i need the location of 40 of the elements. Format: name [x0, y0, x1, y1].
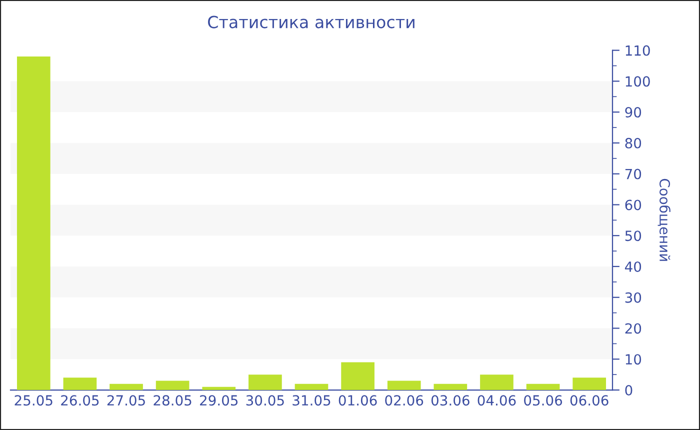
y-tick-label: 80 — [625, 138, 642, 148]
bar — [387, 380, 421, 390]
bar — [572, 378, 606, 390]
y-tick-label: 40 — [624, 261, 642, 272]
x-tick-label: 05.06 — [524, 395, 562, 406]
bar — [110, 384, 143, 390]
x-tick-label: 29.05 — [200, 395, 238, 406]
y-axis-title: Сообщений — [658, 178, 670, 261]
x-tick-label: 31.05 — [292, 395, 330, 406]
y-tick-label: 100 — [626, 76, 650, 87]
x-tick-label: 27.05 — [107, 395, 145, 406]
bar — [526, 384, 560, 390]
bar — [294, 384, 328, 390]
bar — [480, 374, 514, 390]
x-tick-label: 02.06 — [385, 395, 424, 406]
x-tick-label: 04.06 — [478, 395, 516, 406]
bar — [248, 374, 282, 390]
y-tick-label: 60 — [625, 200, 642, 210]
bar — [156, 380, 190, 390]
x-tick-label: 30.05 — [246, 395, 284, 406]
y-tick-label: 20 — [625, 323, 642, 334]
x-tick-label: 26.05 — [61, 395, 99, 406]
bar — [434, 384, 468, 390]
y-tick-label: 110 — [626, 45, 650, 56]
y-tick-label: 90 — [625, 107, 642, 118]
bar — [16, 56, 50, 390]
bar — [63, 378, 97, 390]
chart-title: Статистика активности — [208, 16, 414, 28]
y-tick-label: 50 — [625, 230, 642, 242]
x-tick-label: 06.06 — [570, 395, 608, 406]
y-tick-label: 10 — [626, 354, 642, 365]
x-tick-label: 28.05 — [154, 395, 192, 406]
x-tick-label: 25.05 — [14, 395, 52, 406]
y-tick-label: 30 — [625, 292, 642, 303]
x-tick-label: 03.06 — [431, 395, 470, 406]
y-tick-label: 70 — [625, 168, 642, 180]
bar — [341, 362, 374, 390]
bar — [202, 386, 236, 390]
x-tick-label: 01.06 — [338, 395, 377, 406]
y-tick-label: 0 — [625, 384, 632, 396]
